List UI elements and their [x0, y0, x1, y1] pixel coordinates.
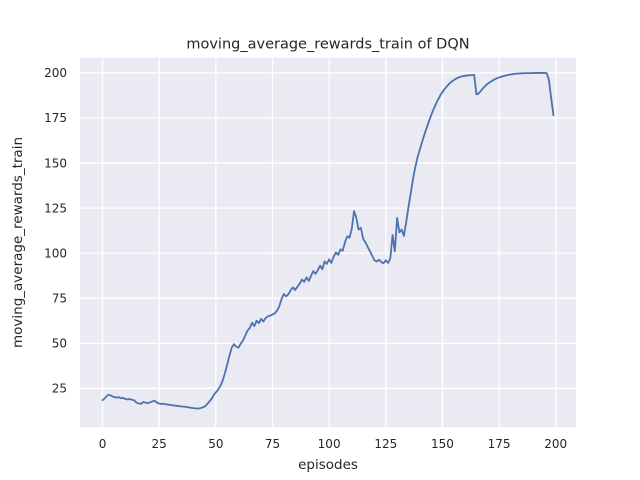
x-tick-label: 75	[265, 437, 280, 451]
y-tick-label: 50	[52, 337, 67, 351]
plot-area	[80, 57, 576, 428]
y-tick-label: 175	[44, 111, 67, 125]
x-tick-label: 200	[544, 437, 567, 451]
y-tick-label: 100	[44, 246, 67, 260]
y-tick-label: 150	[44, 156, 67, 170]
x-axis-label: episodes	[298, 457, 358, 473]
y-tick-label: 25	[52, 382, 67, 396]
x-tick-label: 100	[318, 437, 341, 451]
series-line-moving_average_rewards_train	[101, 72, 555, 410]
x-tick-label: 50	[208, 437, 223, 451]
plot-layer	[80, 57, 576, 428]
x-tick-label: 175	[488, 437, 511, 451]
y-tick-label: 75	[52, 291, 67, 305]
x-tick-label: 125	[374, 437, 397, 451]
y-tick-label: 200	[44, 66, 67, 80]
y-tick-label: 125	[44, 201, 67, 215]
x-tick-label: 0	[99, 437, 107, 451]
x-tick-label: 150	[431, 437, 454, 451]
y-axis-label: moving_average_rewards_train	[10, 137, 26, 348]
tick-layer: 0 25 50 75 100 125 150 175 200 25 50 75 100 125 150 175…	[44, 66, 567, 451]
chart-title: moving_average_rewards_train of DQN	[186, 37, 469, 53]
x-tick-label: 25	[152, 437, 167, 451]
